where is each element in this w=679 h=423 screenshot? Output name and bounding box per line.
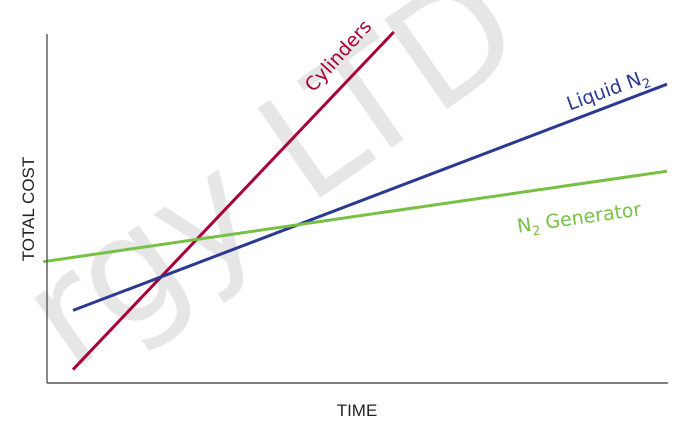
series-label-n2-generator: N2 Generator (516, 198, 644, 241)
series-line-n2-generator (43, 169, 668, 264)
x-axis-label: TIME (337, 401, 378, 420)
y-axis-label: TOTAL COST (19, 157, 38, 262)
series-line-cylinders (71, 30, 395, 371)
series-line-liquid-n2 (72, 82, 668, 312)
series-label-liquid-n2: Liquid N2 (564, 65, 654, 119)
